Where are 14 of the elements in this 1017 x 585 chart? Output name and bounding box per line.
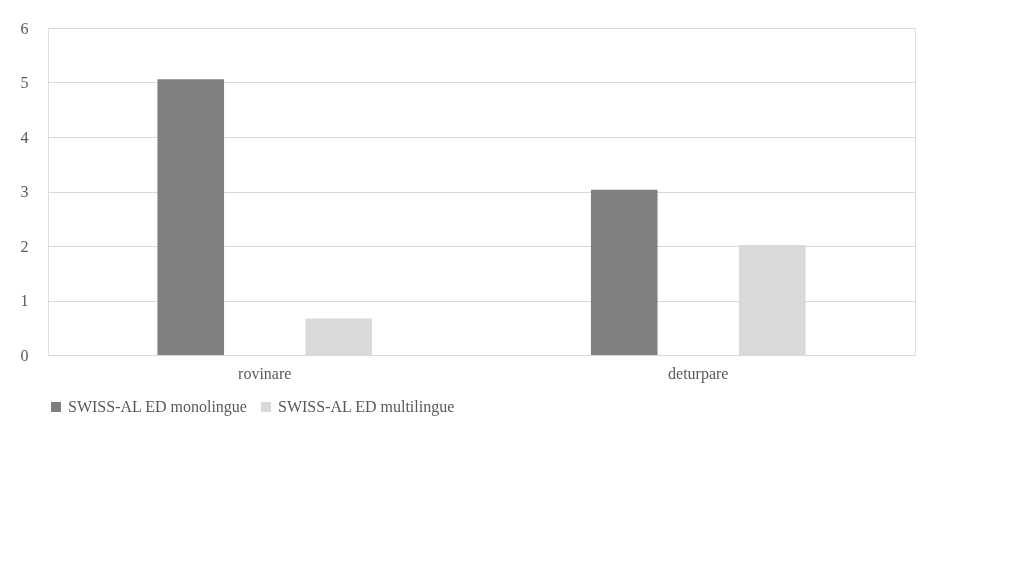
y-tick-label: 1 [20,292,29,309]
y-tick-label: 4 [20,128,29,146]
x-tick-label: rovinare [238,364,292,382]
legend-label: SWISS-AL ED monolingue [68,398,247,416]
y-tick-label: 0 [20,346,29,364]
bar [157,79,225,355]
y-tick-label: 3 [20,183,29,200]
x-tick-label: deturpare [668,364,729,383]
y-tick-label: 6 [20,19,29,37]
y-tick-label: 2 [20,237,29,255]
y-tick-label: 5 [20,74,29,91]
bar [590,189,658,355]
bar [305,318,373,355]
legend-label: SWISS-AL ED multilingue [278,398,455,416]
